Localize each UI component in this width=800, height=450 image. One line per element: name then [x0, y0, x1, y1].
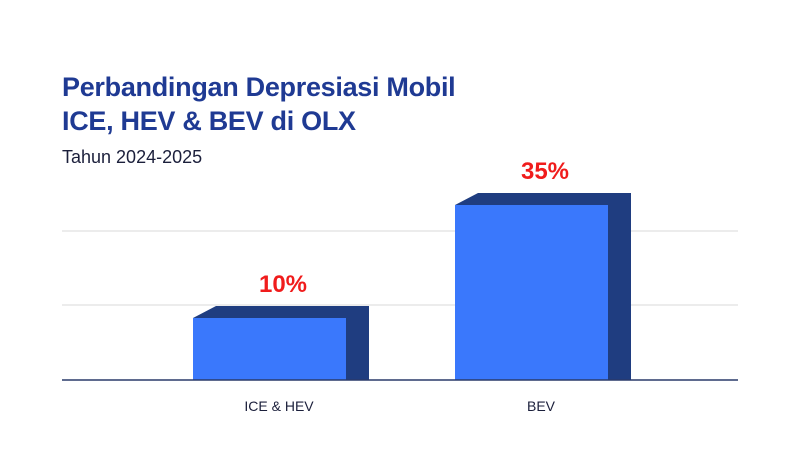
data-label: 10%	[259, 271, 307, 298]
bar-depth	[193, 306, 369, 380]
chart-title: Perbandingan Depresiasi Mobil ICE, HEV &…	[62, 70, 456, 138]
bar-depth	[455, 193, 631, 380]
chart-title-line1: Perbandingan Depresiasi Mobil	[62, 72, 456, 102]
x-tick-label: BEV	[527, 398, 556, 414]
chart-subtitle: Tahun 2024-2025	[62, 147, 203, 167]
bar	[455, 205, 608, 380]
data-label: 35%	[521, 158, 569, 185]
bar	[193, 318, 346, 380]
x-tick-label: ICE & HEV	[244, 398, 314, 414]
chart-title-line2: ICE, HEV & BEV di OLX	[62, 106, 356, 136]
